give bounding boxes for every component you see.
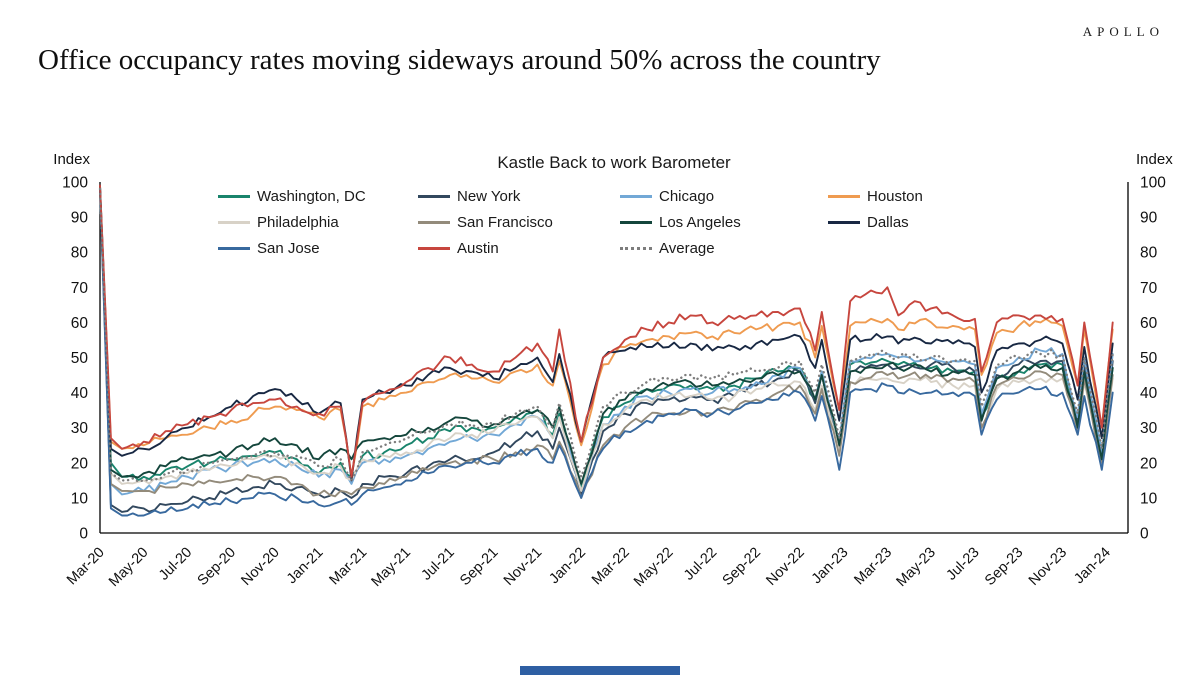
legend-swatch-philadelphia	[218, 221, 250, 224]
x-tick-label: May-23	[893, 545, 939, 591]
legend-item-san-jose: San Jose	[218, 238, 418, 259]
y-tick-label-right: 30	[1140, 420, 1158, 437]
legend-item-philadelphia: Philadelphia	[218, 212, 418, 233]
page-title: Office occupancy rates moving sideways a…	[38, 44, 881, 76]
x-tick-label: May-22	[631, 545, 677, 591]
y-tick-label-left: 100	[62, 175, 88, 192]
y-tick-label-left: 40	[71, 385, 89, 402]
legend-swatch-los-angeles	[620, 221, 652, 224]
x-tick-label: Sep-22	[720, 545, 764, 589]
legend-item-average: Average	[620, 238, 828, 259]
x-tick-label: Nov-20	[238, 545, 282, 589]
x-tick-label: Jul-22	[681, 545, 720, 584]
legend-swatch-san-francisco	[418, 221, 450, 224]
chart-legend: Washington, DC New York Chicago Houston Phil…	[218, 186, 1018, 259]
x-tick-label: Jan-24	[1071, 545, 1114, 588]
legend-label: New York	[457, 188, 521, 205]
series-line-austin	[99, 184, 1114, 478]
legend-item-houston: Houston	[828, 186, 1018, 207]
x-tick-label: Jan-22	[546, 545, 589, 588]
y-tick-label-left: 0	[79, 526, 88, 543]
x-tick-label: Nov-21	[501, 545, 545, 589]
legend-swatch-average	[620, 247, 652, 250]
x-tick-label: Nov-23	[1026, 545, 1070, 589]
y-tick-label-right: 40	[1140, 385, 1158, 402]
legend-item-los-angeles: Los Angeles	[620, 212, 828, 233]
x-tick-label: May-20	[106, 545, 152, 591]
brand-wordmark: APOLLO	[1082, 24, 1164, 39]
y-tick-label-left: 50	[71, 350, 89, 367]
x-tick-label: Jul-21	[419, 545, 458, 584]
legend-label: Washington, DC	[257, 188, 366, 205]
y-tick-label-right: 90	[1140, 210, 1158, 227]
legend-label: San Jose	[257, 240, 320, 257]
x-tick-label: Mar-22	[589, 545, 633, 589]
series-line-new-york	[99, 184, 1114, 513]
legend-item-chicago: Chicago	[620, 186, 828, 207]
x-tick-label: Sep-23	[982, 545, 1026, 589]
y-tick-label-left: 10	[71, 490, 89, 507]
x-tick-label: May-21	[369, 545, 415, 591]
y-tick-label-right: 0	[1140, 526, 1149, 543]
legend-item-new-york: New York	[418, 186, 620, 207]
x-tick-label: Mar-20	[64, 545, 108, 589]
series-line-average	[98, 187, 1114, 483]
y-axis-title-left: Index	[53, 151, 90, 168]
x-tick-label: Sep-20	[195, 545, 239, 589]
series-line-san-francisco	[99, 188, 1114, 499]
y-tick-label-left: 20	[71, 455, 89, 472]
y-tick-label-left: 30	[71, 420, 89, 437]
y-tick-label-right: 60	[1140, 315, 1158, 332]
legend-item-san-francisco: San Francisco	[418, 212, 620, 233]
y-tick-label-left: 80	[71, 245, 89, 262]
legend-item-washington-dc: Washington, DC	[218, 186, 418, 207]
y-tick-label-left: 60	[71, 315, 89, 332]
legend-label: Dallas	[867, 214, 909, 231]
footer-accent-bar	[520, 666, 680, 675]
legend-swatch-washington-dc	[218, 195, 250, 198]
legend-swatch-dallas	[828, 221, 860, 224]
x-tick-label: Jan-23	[809, 545, 852, 588]
y-tick-label-right: 20	[1140, 455, 1158, 472]
legend-swatch-austin	[418, 247, 450, 250]
y-tick-label-right: 80	[1140, 245, 1158, 262]
legend-swatch-houston	[828, 195, 860, 198]
legend-label: Austin	[457, 240, 499, 257]
y-tick-label-right: 70	[1140, 280, 1158, 297]
legend-swatch-new-york	[418, 195, 450, 198]
y-tick-label-left: 70	[71, 280, 89, 297]
x-tick-label: Sep-21	[457, 545, 501, 589]
legend-label: Los Angeles	[659, 214, 741, 231]
y-tick-label-right: 10	[1140, 490, 1158, 507]
legend-label: Houston	[867, 188, 923, 205]
x-tick-label: Jul-20	[156, 545, 195, 584]
legend-label: Average	[659, 240, 715, 257]
x-tick-label: Jul-23	[943, 545, 982, 584]
y-tick-label-right: 100	[1140, 175, 1166, 192]
x-tick-label: Jan-21	[284, 545, 327, 588]
y-axis-title-right: Index	[1136, 151, 1173, 168]
chart-title: Kastle Back to work Barometer	[497, 153, 731, 172]
series-line-san-jose	[99, 188, 1114, 517]
series-line-washington-dc	[99, 188, 1114, 489]
series-line-houston	[99, 188, 1114, 478]
legend-label: San Francisco	[457, 214, 553, 231]
legend-label: Philadelphia	[257, 214, 339, 231]
x-tick-label: Mar-23	[851, 545, 895, 589]
x-tick-label: Nov-22	[763, 545, 807, 589]
series-line-los-angeles	[99, 188, 1114, 485]
legend-item-dallas: Dallas	[828, 212, 1018, 233]
x-tick-label: Mar-21	[327, 545, 371, 589]
y-tick-label-left: 90	[71, 210, 89, 227]
legend-swatch-chicago	[620, 195, 652, 198]
legend-swatch-san-jose	[218, 247, 250, 250]
series-line-philadelphia	[99, 188, 1114, 492]
legend-item-austin: Austin	[418, 238, 620, 259]
y-tick-label-right: 50	[1140, 350, 1158, 367]
legend-label: Chicago	[659, 188, 715, 205]
